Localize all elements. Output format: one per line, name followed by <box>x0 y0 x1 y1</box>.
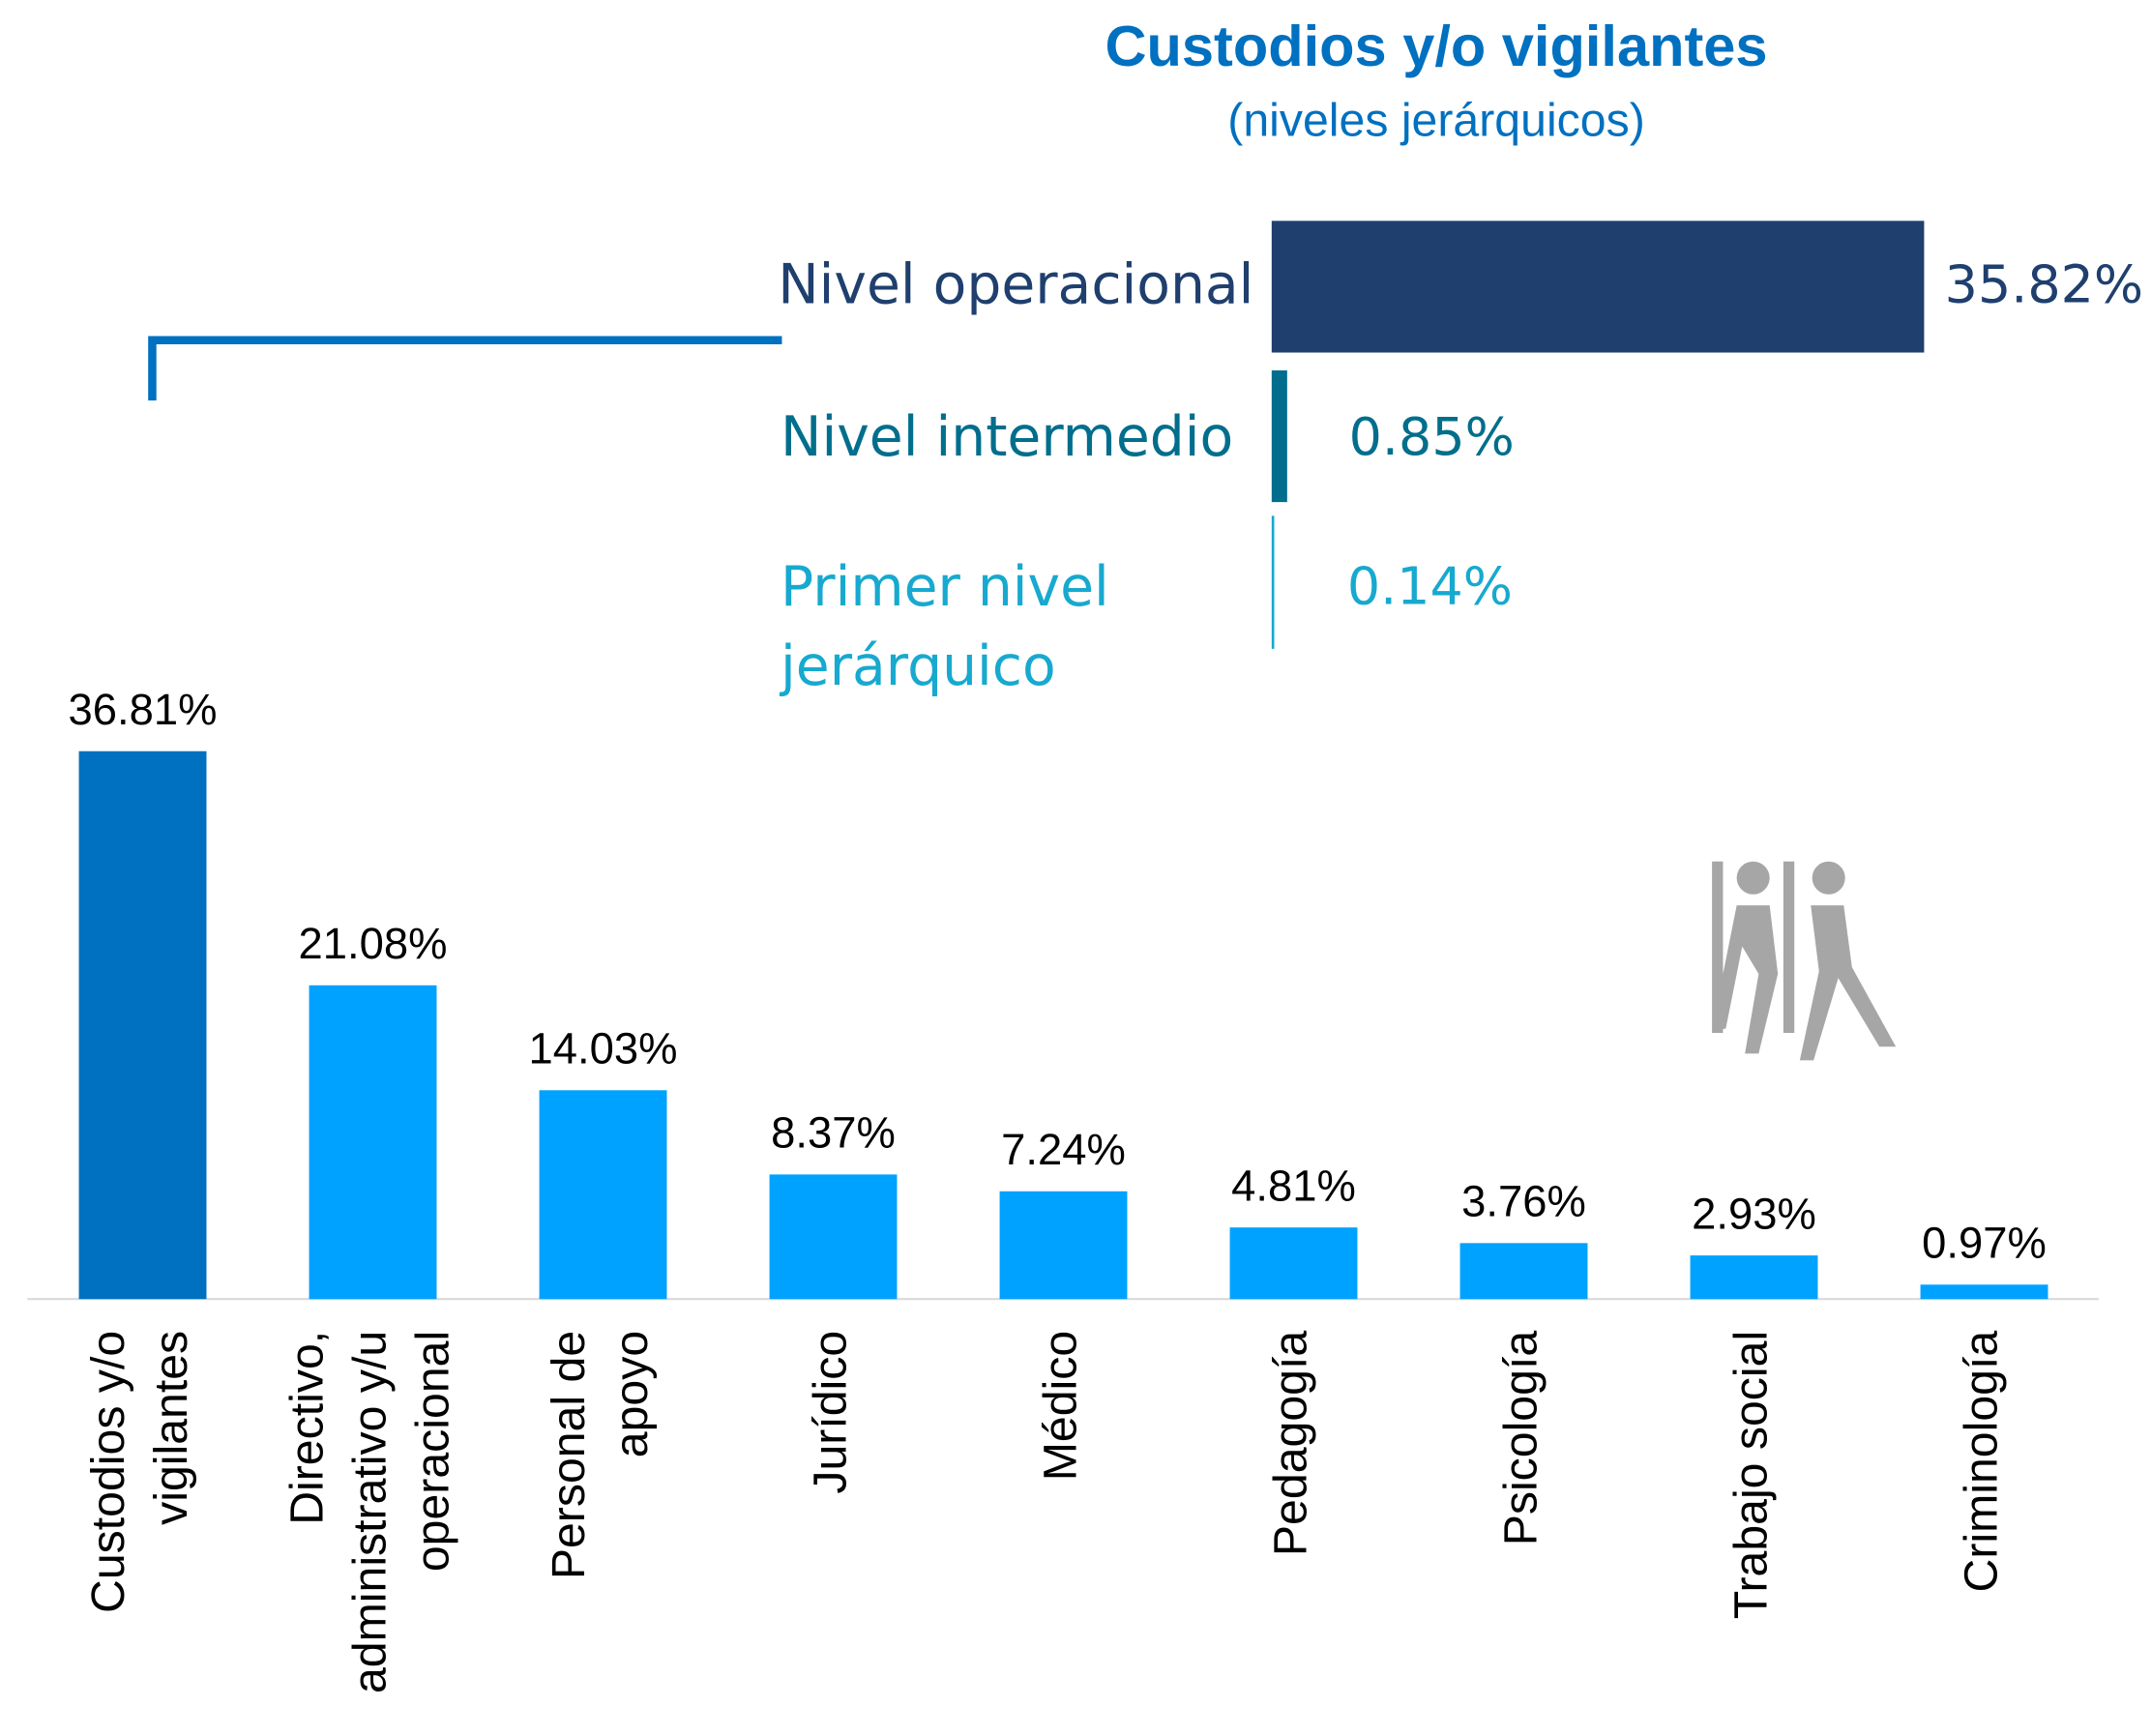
value-label: 8.37% <box>771 1108 896 1158</box>
value-label: 0.14% <box>1347 556 1513 617</box>
x-tick-label: Trabajo social <box>1724 1331 1777 1619</box>
x-tick-label: Pedagogía <box>1264 1331 1316 1556</box>
x-tick-label: Jurídico <box>804 1331 856 1494</box>
bar <box>1459 1243 1588 1300</box>
category-label: Nivel operacional <box>778 252 1253 316</box>
x-tick-label: Psicología <box>1494 1331 1547 1546</box>
value-label: 3.76% <box>1461 1177 1586 1226</box>
bar <box>1920 1284 2048 1300</box>
x-tick-label: Directivo, administrativo y/u operacional <box>280 1331 458 1693</box>
bar <box>78 750 207 1300</box>
value-label: 14.03% <box>529 1024 678 1074</box>
bar <box>1271 369 1287 503</box>
value-label: 35.82% <box>1945 254 2143 315</box>
bracket <box>148 336 782 401</box>
x-tick-label: Personal de apoyo <box>543 1331 658 1579</box>
bar <box>1229 1227 1358 1300</box>
bar <box>769 1174 898 1300</box>
value-label: 7.24% <box>1001 1125 1126 1174</box>
value-label: 21.08% <box>299 919 448 968</box>
x-tick-label: Criminología <box>1955 1331 2007 1593</box>
value-label: 0.85% <box>1349 406 1515 467</box>
bar <box>1690 1255 1818 1300</box>
bar <box>999 1191 1128 1300</box>
bar <box>1271 221 1925 353</box>
bar <box>309 985 437 1300</box>
icon <box>1712 861 1897 1061</box>
inset-title: Custodios y/o vigilantes <box>1105 14 1767 78</box>
category-label: Nivel intermedio <box>781 405 1233 469</box>
bar <box>1271 515 1275 649</box>
value-label: 4.81% <box>1231 1161 1356 1210</box>
value-label: 36.81% <box>69 685 218 734</box>
bar <box>539 1090 667 1300</box>
value-label: 0.97% <box>1922 1219 2047 1268</box>
inset-subtitle: (niveles jerárquicos) <box>1227 94 1644 146</box>
category-label: Primer nivel jerárquico <box>779 555 1109 698</box>
inset: Nivel operacional 35.82% Nivel intermedio 0… <box>778 221 2143 698</box>
value-label: 2.93% <box>1692 1189 1816 1238</box>
x-tick-label: Médico <box>1034 1331 1086 1481</box>
x-tick-label: Custodios y/o vigilantes <box>82 1331 197 1613</box>
